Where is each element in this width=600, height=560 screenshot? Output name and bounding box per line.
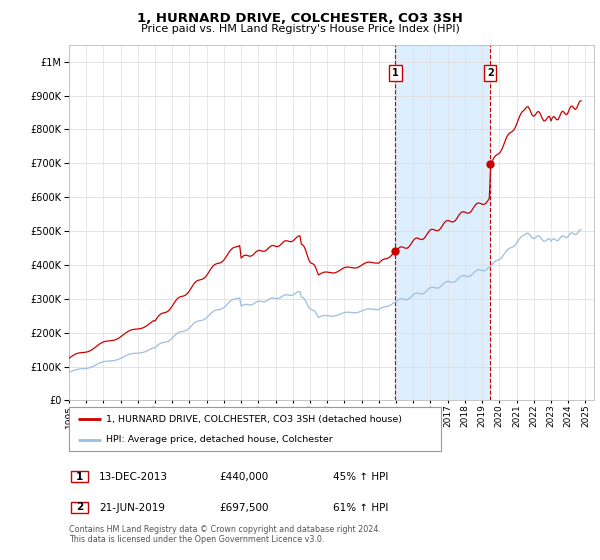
- Text: 1: 1: [76, 472, 83, 482]
- Text: 1, HURNARD DRIVE, COLCHESTER, CO3 3SH: 1, HURNARD DRIVE, COLCHESTER, CO3 3SH: [137, 12, 463, 25]
- Bar: [71, 472, 88, 482]
- Text: 61% ↑ HPI: 61% ↑ HPI: [333, 503, 388, 513]
- Text: Contains HM Land Registry data © Crown copyright and database right 2024.
This d: Contains HM Land Registry data © Crown c…: [69, 525, 381, 544]
- Text: 13-DEC-2013: 13-DEC-2013: [99, 472, 168, 482]
- Text: 2: 2: [487, 68, 494, 78]
- Text: 21-JUN-2019: 21-JUN-2019: [99, 503, 165, 513]
- Text: 45% ↑ HPI: 45% ↑ HPI: [333, 472, 388, 482]
- Text: 1, HURNARD DRIVE, COLCHESTER, CO3 3SH (detached house): 1, HURNARD DRIVE, COLCHESTER, CO3 3SH (d…: [106, 415, 402, 424]
- Text: 2: 2: [76, 502, 83, 512]
- Text: £697,500: £697,500: [219, 503, 269, 513]
- Text: 1: 1: [392, 68, 399, 78]
- Bar: [71, 502, 88, 512]
- Bar: [395, 45, 490, 400]
- Text: HPI: Average price, detached house, Colchester: HPI: Average price, detached house, Colc…: [106, 435, 333, 445]
- Text: Price paid vs. HM Land Registry's House Price Index (HPI): Price paid vs. HM Land Registry's House …: [140, 24, 460, 34]
- Text: £440,000: £440,000: [219, 472, 268, 482]
